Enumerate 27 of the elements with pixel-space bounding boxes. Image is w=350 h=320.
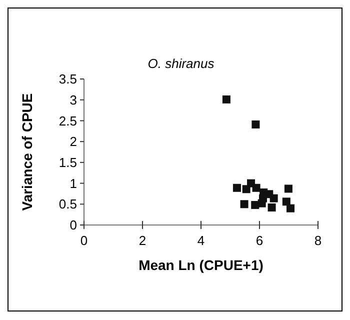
y-tick-label: 0.5 <box>58 196 77 212</box>
y-tick-label: 3.5 <box>58 72 77 87</box>
y-tick-label: 1 <box>70 176 77 191</box>
x-tick-label: 2 <box>138 233 146 248</box>
point <box>282 198 290 206</box>
point <box>270 194 278 202</box>
point <box>222 95 230 104</box>
y-tick-label: 3 <box>70 92 77 108</box>
y-tick-label: 0 <box>70 218 77 233</box>
point <box>252 120 260 128</box>
x-tick-label: 8 <box>314 233 322 248</box>
x-tick-label: 0 <box>80 233 88 248</box>
point <box>240 200 248 208</box>
point <box>251 200 260 209</box>
x-axis-title: Mean Ln (CPUE+1) <box>138 257 264 273</box>
point <box>284 184 292 193</box>
point <box>268 203 276 212</box>
chart-title: O. shiranus <box>148 56 215 71</box>
point <box>232 184 241 192</box>
point <box>286 204 295 212</box>
y-tick-label: 1.5 <box>58 154 77 170</box>
x-tick-label: 4 <box>197 233 205 248</box>
point <box>252 184 260 192</box>
x-tick-label: 6 <box>256 233 264 248</box>
y-tick-label: 2.5 <box>58 113 77 128</box>
y-tick-label: 2 <box>70 134 77 150</box>
y-axis-title: Variance of CPUE <box>19 93 35 211</box>
